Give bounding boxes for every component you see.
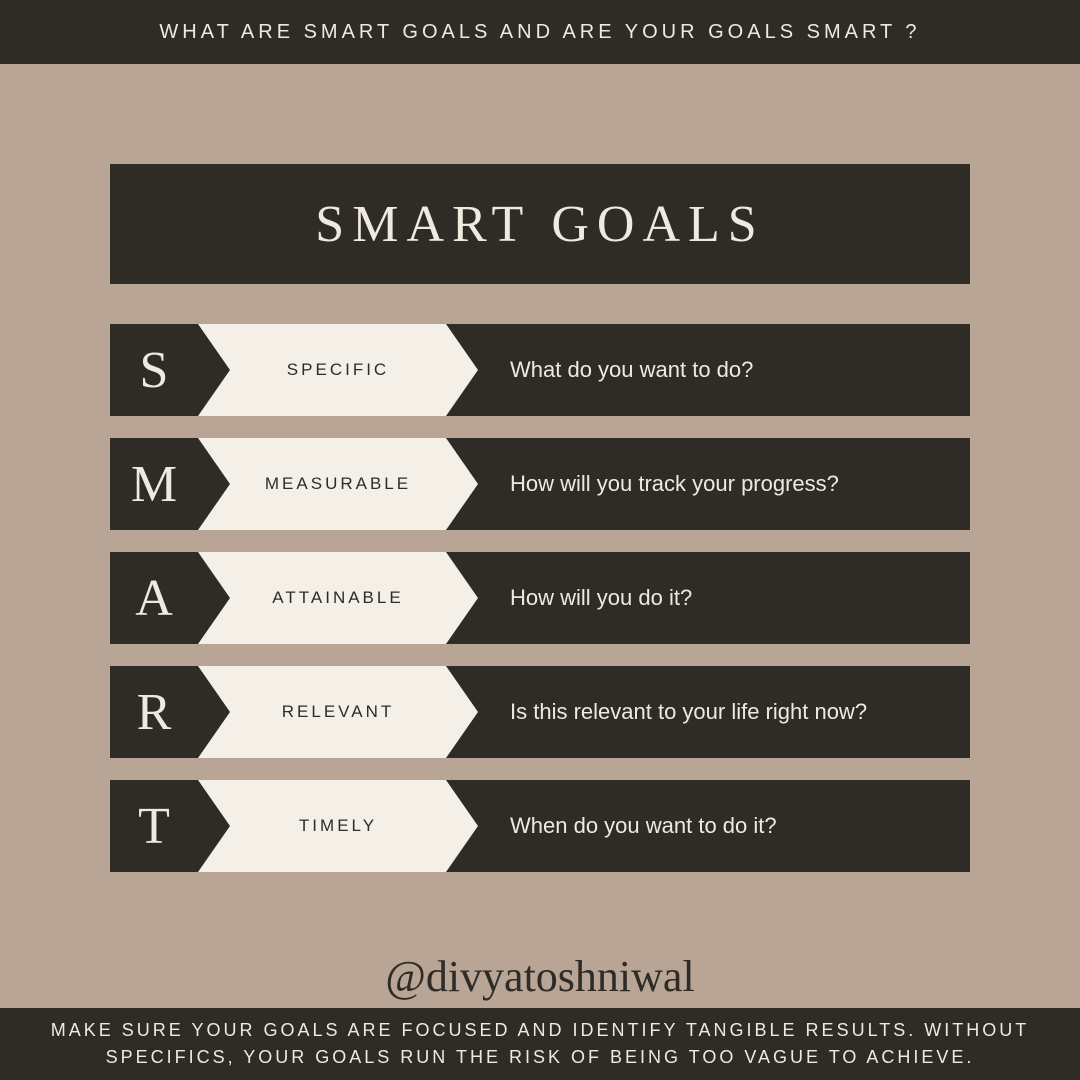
chevron: SPECIFIC bbox=[198, 324, 478, 416]
row-letter: S bbox=[110, 341, 198, 400]
title-block: SMART GOALS bbox=[110, 164, 970, 284]
smart-row: A ATTAINABLE How will you do it? bbox=[110, 552, 970, 644]
row-label: ATTAINABLE bbox=[238, 552, 438, 644]
chevron: RELEVANT bbox=[198, 666, 478, 758]
row-label: MEASURABLE bbox=[238, 438, 438, 530]
row-question: What do you want to do? bbox=[478, 357, 753, 383]
title-text: SMART GOALS bbox=[315, 195, 764, 254]
smart-row: S SPECIFIC What do you want to do? bbox=[110, 324, 970, 416]
row-letter: A bbox=[110, 569, 198, 628]
row-question: Is this relevant to your life right now? bbox=[478, 699, 867, 725]
rows-container: S SPECIFIC What do you want to do? M MEASURA… bbox=[110, 324, 970, 872]
chevron: MEASURABLE bbox=[198, 438, 478, 530]
author-handle: @divyatoshniwal bbox=[0, 951, 1080, 1002]
chevron: ATTAINABLE bbox=[198, 552, 478, 644]
row-label: RELEVANT bbox=[238, 666, 438, 758]
smart-row: T TIMELY When do you want to do it? bbox=[110, 780, 970, 872]
top-banner: WHAT ARE SMART GOALS AND ARE YOUR GOALS … bbox=[0, 0, 1080, 64]
smart-row: M MEASURABLE How will you track your progr… bbox=[110, 438, 970, 530]
smart-row: R RELEVANT Is this relevant to your life r… bbox=[110, 666, 970, 758]
row-label: TIMELY bbox=[238, 780, 438, 872]
content-area: SMART GOALS S SPECIFIC What do you want to… bbox=[110, 64, 970, 872]
row-letter: T bbox=[110, 797, 198, 856]
row-letter: R bbox=[110, 683, 198, 742]
bottom-banner-text: MAKE SURE YOUR GOALS ARE FOCUSED AND IDE… bbox=[40, 1017, 1040, 1071]
row-label: SPECIFIC bbox=[238, 324, 438, 416]
top-banner-text: WHAT ARE SMART GOALS AND ARE YOUR GOALS … bbox=[159, 21, 920, 44]
row-letter: M bbox=[110, 455, 198, 514]
row-question: When do you want to do it? bbox=[478, 813, 777, 839]
author-handle-text: @divyatoshniwal bbox=[385, 952, 694, 1001]
row-question: How will you do it? bbox=[478, 585, 692, 611]
bottom-banner: MAKE SURE YOUR GOALS ARE FOCUSED AND IDE… bbox=[0, 1008, 1080, 1080]
chevron: TIMELY bbox=[198, 780, 478, 872]
row-question: How will you track your progress? bbox=[478, 471, 839, 497]
